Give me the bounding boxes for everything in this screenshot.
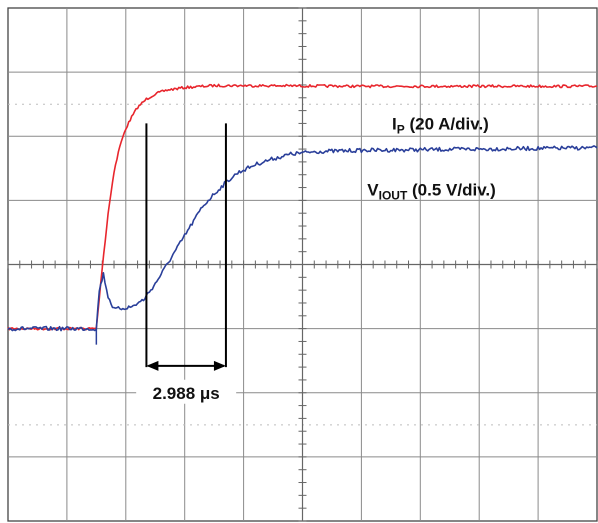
measurement-annotation: 2.988 μs [136,123,237,404]
arrowhead-right [213,360,226,371]
center-axes [7,7,598,522]
trace-ip [7,83,598,331]
traces [7,83,598,345]
arrowhead-left [146,360,159,371]
trace-viout [7,145,598,332]
series-label-viout: VIOUT (0.5 V/div.) [367,180,496,202]
measurement-label: 2.988 μs [153,384,220,403]
measurement-label-bg [136,379,237,404]
series-label-ip: IP (20 A/div.) [392,114,489,136]
